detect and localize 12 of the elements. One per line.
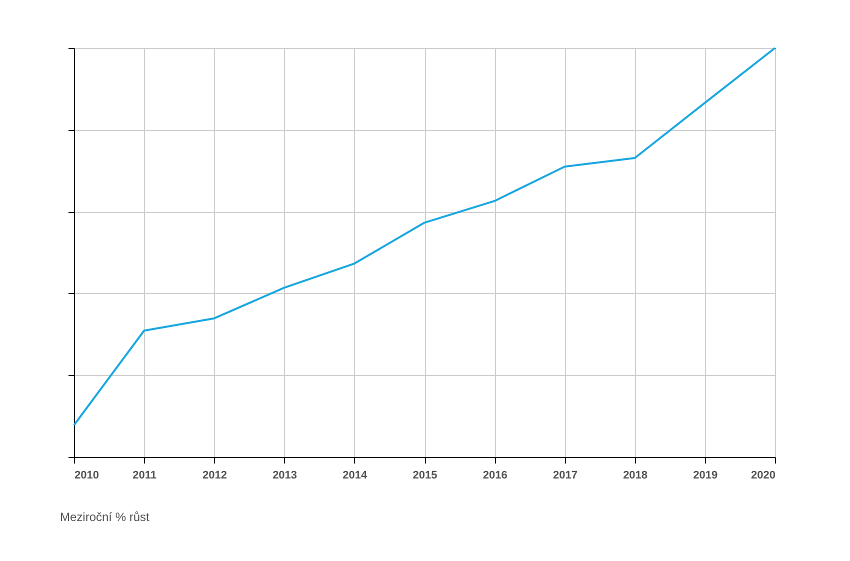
x-tick-label: 2013 [272, 470, 298, 482]
x-tick-label: 2020 [751, 470, 776, 482]
x-tick-label: 2012 [202, 470, 227, 482]
x-tick-label: 2016 [482, 470, 508, 482]
text: Meziroční % růst [60, 510, 150, 524]
x-tick-label: 2010 [74, 470, 99, 482]
x-tick-label: 2011 [132, 470, 157, 482]
x-tick-label: 2017 [552, 470, 578, 482]
x-tick-label: 2019 [693, 470, 718, 482]
x-tick-label: 2015 [412, 470, 438, 482]
x-tick-label: 2014 [342, 470, 368, 482]
x-tick-label: 2018 [623, 470, 648, 482]
